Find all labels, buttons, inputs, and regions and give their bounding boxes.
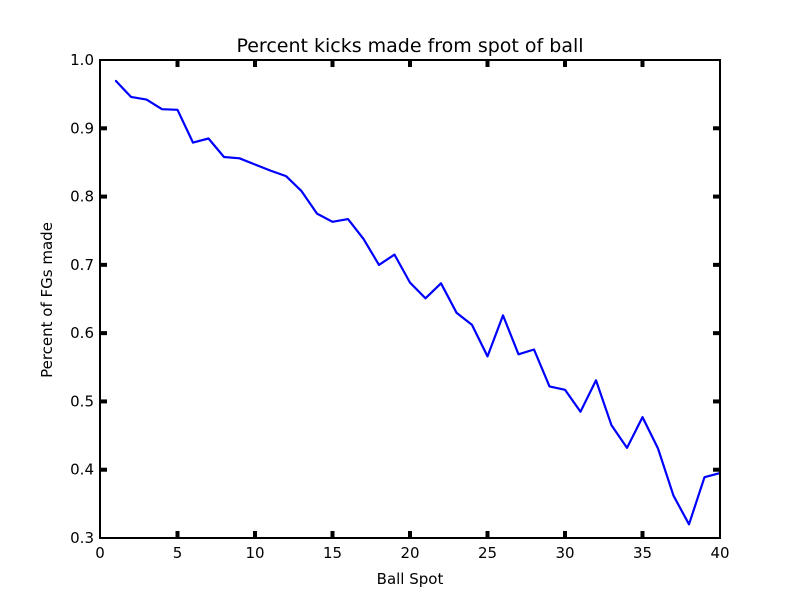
y-axis-label: Percent of FGs made	[38, 222, 56, 378]
data-point	[641, 416, 644, 418]
data-point	[269, 170, 272, 172]
data-point	[517, 353, 520, 355]
data-point	[626, 447, 628, 449]
data-point	[471, 324, 473, 326]
data-point	[486, 355, 489, 357]
x-tick-label: 5	[173, 544, 183, 562]
data-point	[192, 142, 194, 144]
data-point	[533, 348, 535, 351]
data-point	[130, 96, 132, 98]
data-point	[409, 282, 411, 284]
plot-frame	[99, 59, 721, 539]
y-tick-label: 0.4	[70, 461, 94, 479]
x-tick-label: 20	[400, 544, 419, 562]
data-point	[502, 314, 504, 316]
chart-title: Percent kicks made from spot of ball	[236, 35, 583, 57]
x-tick-label: 30	[555, 544, 574, 562]
data-point	[254, 163, 256, 166]
axis-ticks: 0 5 10 15 20 25 30 35 40 0.3 0.4 0.5 0.6 0.7 0.8 0.9 1.0	[70, 51, 729, 562]
data-point	[579, 411, 582, 413]
data-point	[564, 389, 566, 391]
y-tick-label: 0.5	[70, 392, 94, 410]
series-line	[114, 79, 721, 526]
y-tick-label: 0.7	[70, 256, 94, 274]
data-point	[285, 175, 287, 177]
data-point	[347, 218, 349, 220]
x-tick-label: 25	[478, 544, 497, 562]
data-point	[161, 108, 163, 110]
series-layer	[114, 79, 721, 526]
y-tick-label: 1.0	[70, 51, 94, 69]
y-tick-label: 0.9	[70, 119, 94, 137]
data-point	[610, 424, 613, 426]
data-point	[595, 379, 597, 381]
y-tick-label: 0.3	[70, 529, 94, 547]
data-point	[378, 264, 380, 266]
data-point	[331, 221, 334, 223]
y-tick-label: 0.6	[70, 324, 94, 342]
data-point	[455, 312, 458, 314]
data-point	[223, 156, 225, 158]
data-point	[688, 523, 690, 525]
data-point	[548, 385, 551, 388]
x-tick-label: 15	[323, 544, 342, 562]
x-tick-label: 0	[95, 544, 105, 562]
data-point	[424, 297, 427, 299]
data-point	[238, 157, 241, 159]
data-point	[672, 495, 675, 497]
x-tick-label: 40	[710, 544, 729, 562]
x-axis-label: Ball Spot	[377, 570, 444, 588]
data-point	[114, 79, 117, 82]
data-point	[176, 109, 179, 111]
data-point	[393, 254, 396, 256]
data-point	[657, 447, 659, 450]
x-tick-label: 35	[633, 544, 652, 562]
data-point	[300, 190, 303, 192]
data-point	[316, 213, 318, 215]
data-point	[703, 476, 706, 478]
data-point	[440, 282, 442, 284]
data-point	[145, 99, 148, 101]
x-tick-label: 10	[245, 544, 264, 562]
data-point	[207, 137, 210, 140]
y-tick-label: 0.8	[70, 188, 94, 206]
data-point	[362, 238, 365, 240]
